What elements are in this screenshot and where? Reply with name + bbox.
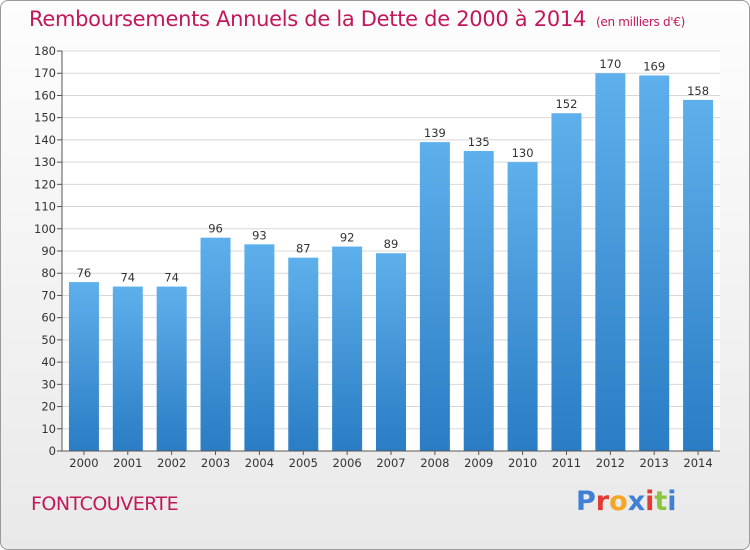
bar: [463, 151, 494, 451]
bar-value-label: 74: [164, 271, 179, 285]
y-tick-label: 110: [34, 200, 56, 214]
y-tick-label: 40: [41, 355, 56, 369]
x-tick-label: 2003: [201, 456, 230, 470]
x-tick-label: 2006: [332, 456, 361, 470]
y-tick-label: 170: [34, 66, 56, 80]
y-tick-label: 60: [41, 311, 56, 325]
logo-letter: t: [654, 486, 668, 517]
x-tick-label: 2004: [245, 456, 274, 470]
bar: [244, 244, 275, 451]
bar: [595, 73, 626, 451]
title-text: Remboursements Annuels de la Dette de 20…: [29, 7, 586, 31]
y-tick-label: 130: [34, 155, 56, 169]
bar: [419, 142, 450, 451]
bar-value-label: 92: [340, 231, 355, 245]
y-tick-label: 30: [41, 377, 56, 391]
commune-name: FONTCOUVERTE: [31, 493, 179, 515]
bar: [156, 286, 187, 451]
bar-value-label: 93: [252, 228, 267, 242]
y-tick-label: 140: [34, 133, 56, 147]
x-tick-label: 2005: [289, 456, 318, 470]
bar-value-label: 130: [512, 146, 534, 160]
logo-letter: i: [667, 486, 677, 517]
bar: [288, 257, 319, 451]
bar-value-label: 158: [687, 84, 709, 98]
x-tick-label: 2000: [69, 456, 98, 470]
y-tick-label: 150: [34, 111, 56, 125]
bar-value-label: 74: [120, 271, 135, 285]
y-tick-label: 120: [34, 177, 56, 191]
x-tick-label: 2012: [596, 456, 625, 470]
y-tick-label: 90: [41, 244, 56, 258]
logo-letter: P: [576, 486, 596, 517]
bar-value-label: 152: [555, 97, 577, 111]
bar-value-label: 76: [77, 266, 92, 280]
bar: [332, 246, 363, 451]
x-tick-label: 2007: [376, 456, 405, 470]
y-tick-label: 20: [41, 400, 56, 414]
proxiti-logo: Proxiti: [576, 486, 677, 517]
bar: [68, 282, 99, 451]
x-tick-label: 2011: [552, 456, 581, 470]
bar: [507, 162, 538, 451]
bar-value-label: 139: [424, 126, 446, 140]
y-tick-label: 160: [34, 88, 56, 102]
y-tick-label: 80: [41, 266, 56, 280]
x-tick-label: 2014: [683, 456, 712, 470]
bar-value-label: 89: [384, 237, 399, 251]
x-tick-label: 2002: [157, 456, 186, 470]
logo-letter: x: [627, 486, 646, 517]
logo-letter: o: [609, 486, 628, 517]
bar: [683, 99, 714, 451]
bar: [639, 75, 670, 451]
title-unit: (en milliers d'€): [596, 15, 686, 29]
y-tick-label: 100: [34, 222, 56, 236]
x-tick-label: 2008: [420, 456, 449, 470]
bar-value-label: 96: [208, 222, 223, 236]
bar: [200, 237, 231, 451]
logo-letter: i: [645, 486, 655, 517]
x-tick-label: 2001: [113, 456, 142, 470]
y-tick-label: 0: [49, 444, 56, 458]
y-tick-label: 70: [41, 288, 56, 302]
bar: [376, 253, 406, 451]
x-tick-label: 2013: [640, 456, 669, 470]
logo-letter: r: [595, 486, 610, 517]
y-tick-label: 10: [41, 422, 56, 436]
bar: [112, 286, 143, 451]
x-tick-label: 2009: [464, 456, 493, 470]
x-tick-label: 2010: [508, 456, 537, 470]
chart-title: Remboursements Annuels de la Dette de 20…: [29, 7, 685, 31]
bar-value-label: 135: [468, 135, 490, 149]
y-tick-label: 180: [34, 44, 56, 58]
y-tick-label: 50: [41, 333, 56, 347]
bar-value-label: 169: [643, 59, 665, 73]
bar: [551, 113, 582, 451]
bar-value-label: 87: [296, 242, 311, 256]
bar-value-label: 170: [599, 57, 621, 71]
